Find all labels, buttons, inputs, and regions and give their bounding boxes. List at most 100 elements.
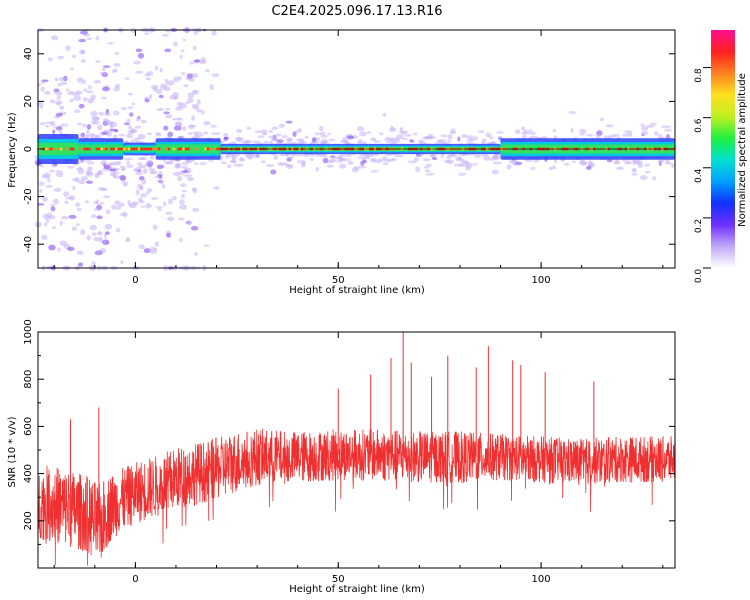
spectrogram-speckle: [261, 160, 266, 164]
spectrogram-speckle: [334, 156, 343, 160]
track-core: [187, 147, 190, 151]
spectrogram-speckle: [263, 140, 270, 144]
spectrogram-speckle: [91, 115, 100, 121]
spectrogram-speckle: [568, 111, 577, 115]
spectrogram-speckle: [104, 112, 112, 116]
spectrogram-speckle: [118, 133, 126, 137]
track-core: [194, 147, 197, 151]
spectrogram-speckle: [530, 167, 536, 171]
snr-x-label: Height of straight line (km): [289, 584, 425, 595]
spectrogram-speckle: [193, 90, 197, 94]
spectrogram-speckle: [160, 180, 164, 185]
spectrogram-speckle: [71, 178, 79, 181]
spectrogram-speckle: [429, 153, 438, 157]
spectrogram-y-ticks: -40 -20 0 20 40: [23, 47, 675, 252]
spectrogram-speckle: [521, 131, 529, 135]
track-core: [218, 147, 222, 151]
spectrogram-speckle: [491, 169, 500, 175]
spectrogram-speckle: [123, 157, 133, 161]
spectrogram-speckle: [163, 125, 169, 131]
spectrogram-speckle: [401, 137, 409, 141]
spectrogram-speckle: [50, 203, 56, 207]
spectrogram-speckle: [94, 173, 100, 179]
spectrogram-speckle: [39, 164, 45, 168]
spectrogram-speckle: [97, 187, 106, 191]
spectrogram-speckle: [347, 160, 354, 165]
spectrogram-speckle: [310, 140, 320, 144]
spectrogram-speckle: [213, 186, 220, 191]
spectrogram-speckle: [194, 162, 199, 166]
spectrogram-speckle: [156, 164, 164, 170]
spectrogram-speckle: [129, 112, 134, 117]
spectrogram-speckle: [127, 125, 133, 130]
spectrogram-speckle: [84, 200, 90, 204]
spectrogram-speckle: [485, 132, 492, 138]
spectrogram-speckle: [148, 93, 153, 100]
spectrogram-x-tick-label: 0: [132, 275, 138, 286]
spectrogram-speckle: [371, 157, 377, 161]
spectrogram-speckle: [99, 201, 105, 205]
spectrogram-speckle: [78, 103, 85, 109]
spectrogram-speckle: [299, 141, 308, 145]
spectrogram-speckle: [76, 77, 84, 84]
spectrogram-speckle: [586, 133, 594, 137]
spectrogram-speckle: [86, 235, 91, 241]
spectrogram-speckle: [154, 241, 160, 247]
spectrogram-speckle: [394, 154, 404, 158]
spectrogram-speckle: [78, 38, 87, 43]
track-core: [52, 147, 55, 151]
spectrogram-speckle: [154, 65, 159, 71]
spectrogram-speckle: [114, 51, 120, 56]
spectrogram-speckle: [254, 130, 263, 134]
spectrogram-speckle: [45, 121, 53, 125]
spectrogram-speckle: [88, 84, 92, 90]
spectrogram-speckle: [112, 68, 118, 73]
spectrogram-speckle: [512, 162, 518, 166]
spectrogram-speckle: [183, 174, 193, 178]
spectrogram-speckle: [166, 80, 175, 86]
spectrogram-speckle: [56, 95, 62, 100]
spectrogram-speckle: [41, 234, 48, 241]
spectrogram-speckle: [371, 159, 379, 163]
spectrogram-speckle: [198, 59, 207, 65]
spectrogram-speckle: [287, 138, 292, 142]
spectrogram-speckle: [92, 201, 99, 205]
spectrogram-speckle: [424, 169, 431, 173]
spectrogram-speckle: [59, 77, 65, 82]
spectrogram-speckle: [292, 131, 297, 137]
spectrogram-speckle: [126, 134, 133, 139]
spectrogram-x-ticks: 0 50 100: [53, 30, 664, 286]
spectrogram-speckle: [457, 172, 467, 176]
spectrogram-speckle: [167, 131, 174, 138]
spectrogram-speckle: [210, 124, 217, 128]
spectrogram-speckle: [227, 164, 232, 169]
spectrogram-speckle: [85, 90, 94, 94]
spectrogram-speckle: [72, 185, 76, 191]
spectrogram-speckle: [173, 125, 182, 131]
track-core: [132, 147, 136, 151]
spectrogram-speckle: [158, 94, 164, 99]
spectrogram-speckle: [99, 247, 107, 254]
track-core: [216, 147, 219, 151]
snr-x-tick-label: 0: [132, 574, 138, 585]
spectrogram-speckle: [103, 129, 113, 133]
colorbar-gradient: [711, 30, 735, 268]
spectrogram-speckle: [587, 162, 596, 167]
spectrogram-speckle: [99, 71, 108, 75]
spectrogram-speckle: [53, 126, 57, 129]
spectrogram-speckle: [63, 191, 70, 197]
spectrogram-speckle: [309, 158, 315, 162]
track-core: [105, 147, 108, 151]
spectrogram-y-label: Frequency (Hz): [7, 112, 18, 188]
spectrogram-speckle: [112, 172, 116, 179]
spectrogram-speckle: [140, 193, 147, 198]
spectrogram-speckle: [101, 96, 107, 100]
spectrogram-speckle: [265, 163, 275, 167]
spectrogram-speckle: [89, 224, 98, 231]
spectrogram-speckle: [605, 124, 614, 128]
spectrogram-speckle: [53, 187, 62, 192]
spectrogram-speckle: [319, 131, 326, 136]
spectrogram-speckle: [134, 125, 142, 129]
spectrogram-speckle: [156, 88, 163, 95]
spectrogram-speckle: [102, 65, 111, 68]
